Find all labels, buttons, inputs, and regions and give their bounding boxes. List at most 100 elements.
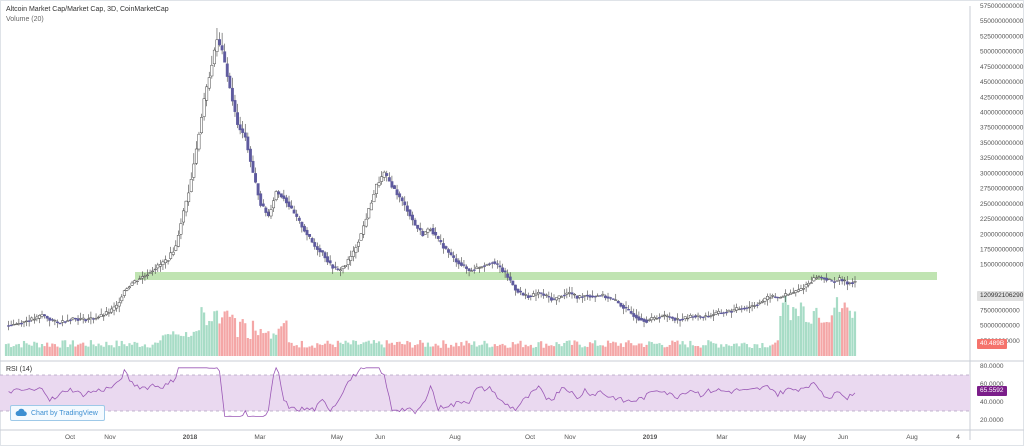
candle	[670, 316, 674, 319]
volume-bar	[22, 340, 26, 356]
candle	[524, 294, 528, 296]
candle	[624, 307, 628, 309]
candle	[658, 317, 661, 319]
candle	[560, 296, 564, 298]
volume-bar	[601, 345, 604, 356]
candle	[261, 203, 265, 207]
volume-bar	[4, 344, 8, 356]
candle	[364, 218, 368, 227]
x-tick-label: 2019	[643, 434, 658, 441]
volume-bar	[807, 322, 810, 356]
x-tick-label: Aug	[906, 434, 918, 441]
volume-bar	[514, 344, 517, 356]
candle	[640, 318, 643, 321]
tradingview-watermark[interactable]: Chart by TradingView	[10, 405, 105, 421]
volume-bar	[311, 345, 314, 356]
support-zone	[135, 272, 937, 280]
candle	[660, 315, 664, 318]
volume-bar	[614, 342, 617, 356]
volume-bar	[524, 344, 527, 356]
candle	[243, 132, 247, 138]
volume-bar	[714, 343, 718, 356]
volume-bar	[102, 346, 105, 356]
volume-bar	[689, 340, 692, 356]
volume-bar	[413, 345, 417, 356]
candle	[830, 280, 834, 282]
volume-bar	[812, 311, 815, 356]
volume-bar	[25, 343, 28, 356]
volume-bar	[197, 330, 201, 356]
volume-bar	[678, 344, 682, 356]
candle	[686, 317, 690, 320]
candle	[465, 266, 468, 269]
candle	[565, 292, 569, 295]
y-tick-label: 225000000000	[980, 216, 1024, 223]
candle	[778, 297, 782, 299]
volume-bar	[833, 307, 836, 356]
volume-bar	[758, 347, 761, 356]
volume-bar	[452, 346, 455, 356]
volume-bar	[159, 340, 162, 356]
candle	[405, 205, 409, 212]
candle	[359, 233, 363, 241]
volume-bar	[151, 344, 154, 356]
candle	[652, 317, 656, 320]
candle	[344, 265, 348, 267]
candle	[503, 270, 507, 273]
candle	[120, 296, 124, 302]
volume-bar	[547, 345, 550, 356]
candle	[68, 319, 72, 322]
y-tick-label: 400000000000	[980, 110, 1024, 117]
y-tick-label: 500000000000	[980, 49, 1024, 56]
candle	[22, 321, 26, 323]
candle	[25, 320, 29, 323]
volume-bar	[228, 316, 231, 356]
volume-bar	[475, 346, 478, 356]
y-tick-label: 550000000000	[980, 18, 1024, 25]
volume-bar	[118, 346, 121, 356]
volume-bar	[244, 323, 247, 356]
candle	[429, 229, 432, 231]
candle	[375, 183, 378, 194]
y-tick-label: 350000000000	[980, 140, 1024, 147]
candle	[248, 148, 252, 162]
candle	[97, 316, 101, 319]
candle	[629, 311, 633, 314]
volume-bar	[519, 340, 522, 356]
candle	[17, 323, 21, 325]
candle	[58, 322, 62, 325]
y-tick-label: 525000000000	[980, 33, 1024, 40]
volume-bar	[570, 344, 574, 356]
candle	[369, 202, 373, 211]
volume-bar	[208, 320, 211, 356]
volume-bar	[125, 346, 129, 356]
candle	[313, 242, 317, 247]
candle	[526, 295, 530, 299]
volume-bar	[123, 344, 126, 356]
volume-bar	[236, 337, 239, 356]
candle	[102, 315, 106, 317]
candle	[742, 307, 746, 310]
volume-bar	[478, 345, 481, 356]
candle	[683, 316, 687, 319]
candle	[585, 294, 589, 297]
volume-bar	[753, 344, 756, 356]
volume-bar	[254, 330, 257, 356]
candle	[485, 264, 489, 266]
candle	[66, 320, 70, 322]
volume-bar	[769, 345, 772, 356]
candle	[557, 295, 561, 299]
candle	[7, 325, 11, 327]
volume-bar	[486, 343, 489, 356]
volume-bar	[300, 340, 303, 356]
volume-bar	[750, 347, 754, 356]
candle	[246, 136, 250, 151]
volume-bar	[215, 310, 219, 356]
candle	[627, 309, 631, 311]
volume-bar	[853, 311, 857, 356]
volume-bar	[419, 340, 422, 356]
volume-bar	[699, 347, 702, 356]
x-tick-label: Nov	[564, 434, 576, 441]
volume-bar	[460, 342, 463, 356]
